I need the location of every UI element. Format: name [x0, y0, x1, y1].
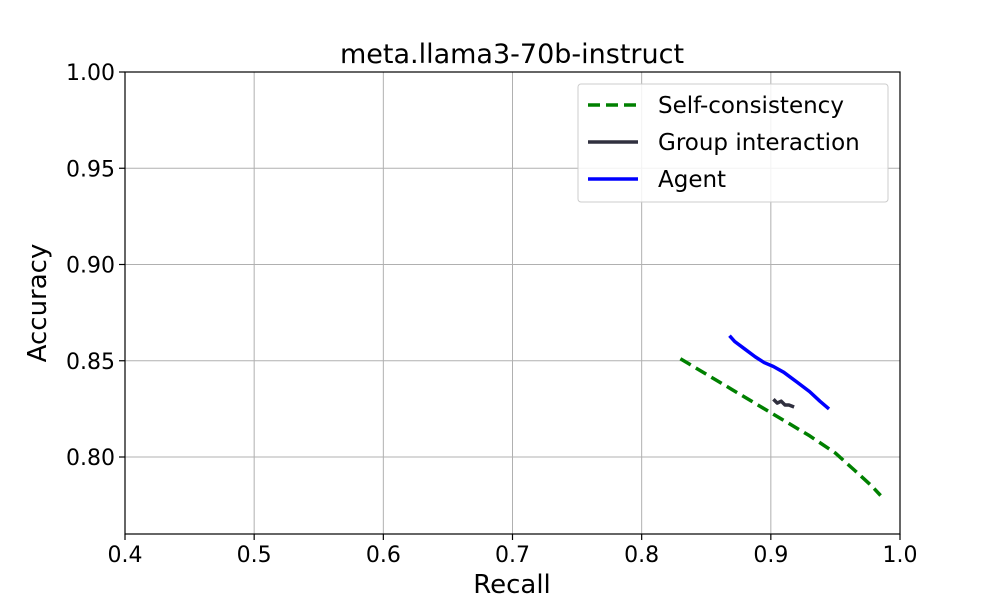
y-tick-label: 1.00 [66, 61, 115, 86]
x-tick-label: 0.8 [624, 543, 659, 568]
x-tick-label: 0.7 [495, 543, 530, 568]
y-tick-label: 0.80 [66, 446, 115, 471]
legend-label: Self-consistency [658, 93, 844, 119]
x-ticks: 0.4 0.5 0.6 0.7 0.8 0.9 1.0 [108, 534, 918, 568]
series-layer [679, 334, 882, 497]
y-tick-label: 0.85 [66, 350, 115, 375]
legend: Self-consistency Group interaction Agent [577, 83, 889, 203]
x-tick-label: 1.0 [883, 543, 918, 568]
x-axis-label: Recall [473, 570, 551, 600]
series-line-group-interaction [772, 398, 795, 409]
x-tick-label: 0.5 [237, 543, 272, 568]
series-line-agent [728, 334, 831, 411]
y-ticks: 0.80 0.85 0.90 0.95 1.00 [66, 61, 125, 471]
series-line-self-consistency [679, 357, 882, 497]
x-tick-label: 0.4 [108, 543, 143, 568]
y-axis-label: Accuracy [23, 244, 53, 363]
legend-label: Agent [658, 167, 726, 193]
chart-title: meta.llama3-70b-instruct [340, 39, 684, 70]
legend-box [577, 83, 889, 203]
y-tick-label: 0.90 [66, 254, 115, 279]
x-tick-label: 0.6 [366, 543, 401, 568]
legend-label: Group interaction [658, 130, 860, 156]
y-tick-label: 0.95 [66, 157, 115, 182]
x-tick-label: 0.9 [753, 543, 788, 568]
